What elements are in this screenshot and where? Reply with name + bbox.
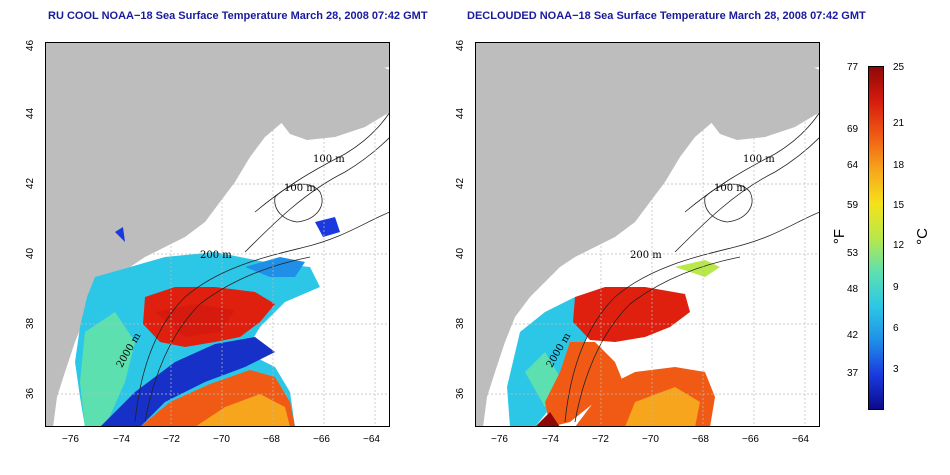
fahrenheit-tick: 42 xyxy=(847,330,859,341)
celsius-tick: 18 xyxy=(893,160,905,171)
fahrenheit-tick: 64 xyxy=(847,160,859,171)
y-tick-label: 36 xyxy=(25,387,37,400)
celsius-tick: 15 xyxy=(893,200,905,211)
x-tick-label: −70 xyxy=(213,434,230,445)
y-tick-label: 36 xyxy=(455,387,467,400)
y-tick-label: 38 xyxy=(455,317,467,330)
contour-label: 200 m xyxy=(200,250,232,261)
y-tick-label: 46 xyxy=(455,39,467,52)
left-sst-map xyxy=(45,42,390,427)
contour-label: 100 m xyxy=(313,154,345,165)
x-tick-label: −68 xyxy=(692,434,709,445)
celsius-tick: 6 xyxy=(893,323,899,334)
x-tick-label: −72 xyxy=(163,434,180,445)
y-tick-label: 42 xyxy=(25,177,37,190)
x-tick-label: −74 xyxy=(113,434,130,445)
coastline-land xyxy=(45,42,390,427)
x-tick-label: −68 xyxy=(263,434,280,445)
right-panel-title: DECLOUDED NOAA−18 Sea Surface Temperatur… xyxy=(467,10,866,22)
fahrenheit-tick: 48 xyxy=(847,284,859,295)
x-tick-label: −64 xyxy=(792,434,809,445)
x-tick-label: −66 xyxy=(313,434,330,445)
contour-label: 200 m xyxy=(630,250,662,261)
x-tick-label: −76 xyxy=(62,434,79,445)
fahrenheit-tick: 69 xyxy=(847,124,859,135)
x-tick-label: −70 xyxy=(642,434,659,445)
y-tick-label: 44 xyxy=(25,107,37,120)
celsius-tick: 3 xyxy=(893,364,899,375)
contour-label: 100 m xyxy=(743,154,775,165)
fahrenheit-tick: 37 xyxy=(847,368,859,379)
fahrenheit-unit-label: °F xyxy=(831,228,849,245)
y-tick-label: 46 xyxy=(25,39,37,52)
x-tick-label: −64 xyxy=(363,434,380,445)
fahrenheit-tick: 59 xyxy=(847,200,859,211)
left-panel-title: RU COOL NOAA−18 Sea Surface Temperature … xyxy=(48,10,428,22)
contour-label: 100 m xyxy=(284,183,316,194)
celsius-tick: 9 xyxy=(893,282,899,293)
celsius-tick: 25 xyxy=(893,62,905,73)
celsius-unit-label: °C xyxy=(913,228,931,245)
y-tick-label: 42 xyxy=(455,177,467,190)
sst-cold-band xyxy=(100,337,275,427)
x-tick-label: −66 xyxy=(742,434,759,445)
right-sst-map xyxy=(475,42,820,427)
y-tick-label: 40 xyxy=(455,247,467,260)
x-tick-label: −74 xyxy=(542,434,559,445)
x-tick-label: −76 xyxy=(491,434,508,445)
x-tick-label: −72 xyxy=(592,434,609,445)
contour-label: 100 m xyxy=(714,183,746,194)
celsius-tick: 12 xyxy=(893,240,905,251)
colorbar xyxy=(868,66,884,410)
y-tick-label: 38 xyxy=(25,317,37,330)
y-tick-label: 40 xyxy=(25,247,37,260)
celsius-tick: 21 xyxy=(893,118,905,129)
fahrenheit-tick: 53 xyxy=(847,248,859,259)
fahrenheit-tick: 77 xyxy=(847,62,859,73)
y-tick-label: 44 xyxy=(455,107,467,120)
